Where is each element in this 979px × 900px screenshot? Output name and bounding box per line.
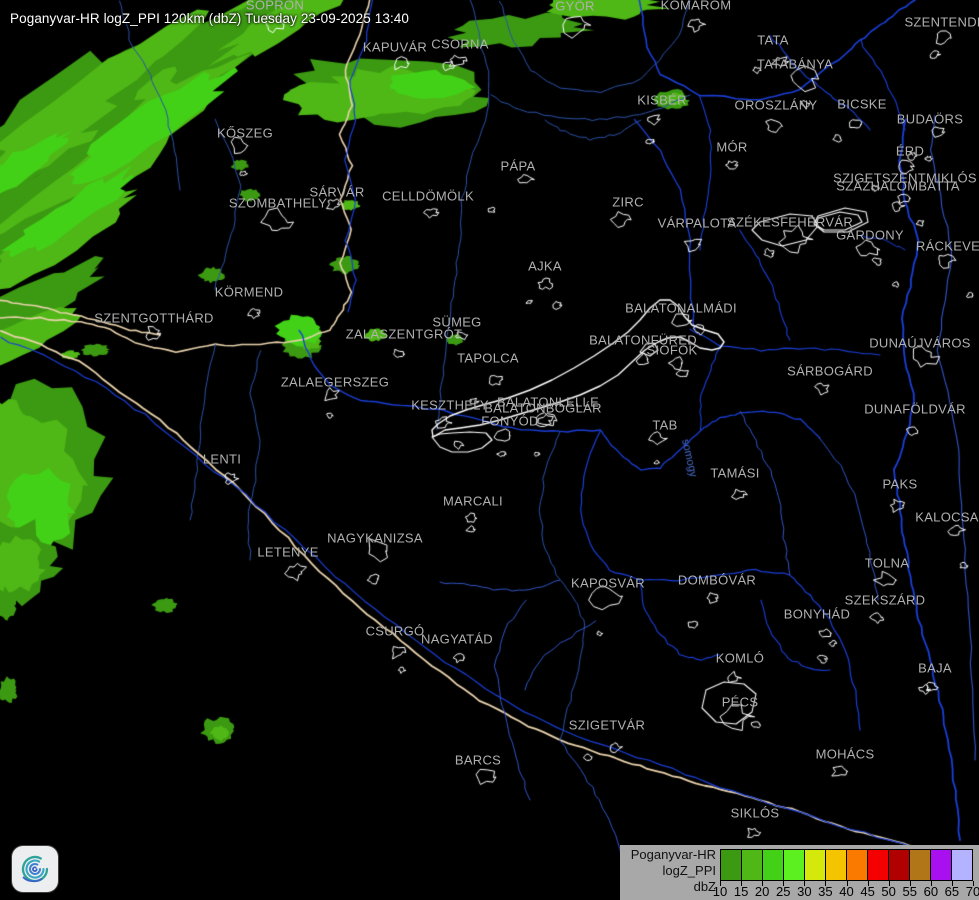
legend-line-3: dbZ xyxy=(693,879,716,894)
legend-tick-label: 15 xyxy=(733,884,749,899)
legend-tick-label: 30 xyxy=(797,884,812,899)
legend-tick-mark xyxy=(783,881,785,886)
radar-swirl-logo[interactable] xyxy=(12,846,58,892)
legend-tick-label: 35 xyxy=(818,884,833,899)
legend-colorbar xyxy=(720,849,973,881)
legend-swatch xyxy=(868,850,889,880)
legend-tick-label: 55 xyxy=(902,884,917,899)
legend-swatch xyxy=(826,850,847,880)
legend-tick-label: 20 xyxy=(754,884,770,899)
legend-tick-mark xyxy=(741,881,743,886)
legend-line-1: Poganyvar-HR xyxy=(630,847,716,862)
legend-swatch xyxy=(784,850,805,880)
legend-tick-mark xyxy=(973,881,974,886)
legend-swatch xyxy=(847,850,868,880)
legend-swatch xyxy=(805,850,826,880)
legend-tick-mark xyxy=(846,881,848,886)
legend-swatch xyxy=(952,850,972,880)
legend-tick-label: 45 xyxy=(860,884,875,899)
legend-tick-mark xyxy=(804,881,806,886)
legend-line-2: logZ_PPI xyxy=(662,863,716,878)
legend-tick-axis: 10 15 20 25 30 35 40 45 50 55 60 65 70 xyxy=(713,881,979,899)
legend-tick-mark xyxy=(909,881,911,886)
legend-swatch xyxy=(889,850,910,880)
legend-tick-mark xyxy=(930,881,932,886)
reflectivity-legend: Poganyvar-HR logZ_PPI dbZ 10 15 20 25 30 35 40… xyxy=(620,845,979,900)
legend-tick-label: 40 xyxy=(839,884,854,899)
legend-tick-mark xyxy=(720,881,721,886)
legend-swatch xyxy=(721,850,742,880)
legend-tick-mark xyxy=(825,881,827,886)
legend-tick-label: 60 xyxy=(923,884,939,899)
legend-tick-label: 65 xyxy=(944,884,960,899)
legend-swatch xyxy=(931,850,952,880)
legend-tick-mark xyxy=(951,881,953,886)
legend-tick-mark xyxy=(762,881,764,886)
legend-swatch xyxy=(910,850,931,880)
legend-tick-label: 25 xyxy=(776,884,791,899)
legend-swatch xyxy=(742,850,763,880)
legend-tick-mark xyxy=(867,881,869,886)
legend-swatch xyxy=(763,850,784,880)
legend-caption: Poganyvar-HR logZ_PPI dbZ xyxy=(624,847,716,895)
product-title: Poganyvar-HR logZ_PPI 120km (dbZ) Tuesda… xyxy=(10,11,410,26)
legend-tick-label: 50 xyxy=(881,884,896,899)
legend-tick-label: 10 xyxy=(712,884,728,899)
legend-tick-mark xyxy=(888,881,890,886)
legend-tick-label: 70 xyxy=(965,884,979,899)
